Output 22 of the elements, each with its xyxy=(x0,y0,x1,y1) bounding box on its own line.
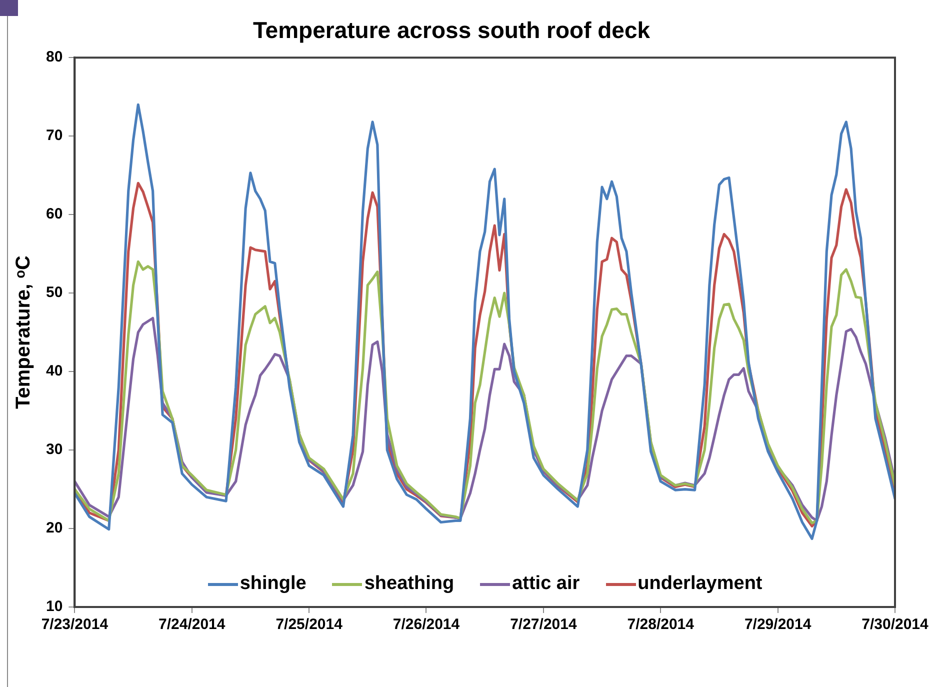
legend-label: sheathing xyxy=(364,573,454,595)
x-tick-label: 7/28/2014 xyxy=(627,616,695,634)
x-tick-label: 7/26/2014 xyxy=(392,616,460,634)
x-tick-label: 7/29/2014 xyxy=(744,616,812,634)
legend-label: attic air xyxy=(512,573,580,595)
y-axis-title: Temperature, ᵒC xyxy=(12,256,35,410)
legend-label: underlayment xyxy=(638,573,762,595)
x-tick-label: 7/30/2014 xyxy=(862,616,930,634)
legend-label: shingle xyxy=(240,573,306,595)
x-tick-label: 7/24/2014 xyxy=(158,616,226,634)
chart-title: Temperature across south roof deck xyxy=(252,17,650,44)
y-tick-label: 30 xyxy=(46,441,63,458)
x-tick-label: 7/27/2014 xyxy=(510,616,578,634)
y-tick-label: 10 xyxy=(46,598,63,616)
y-tick-label: 50 xyxy=(46,284,63,302)
y-tick-label: 20 xyxy=(46,520,63,537)
y-tick-label: 60 xyxy=(46,206,63,223)
y-tick-label: 40 xyxy=(46,362,63,380)
x-tick-label: 7/23/2014 xyxy=(41,616,109,634)
y-tick-label: 70 xyxy=(46,127,63,144)
y-tick-label: 80 xyxy=(46,48,63,66)
x-tick-label: 7/25/2014 xyxy=(276,616,344,634)
